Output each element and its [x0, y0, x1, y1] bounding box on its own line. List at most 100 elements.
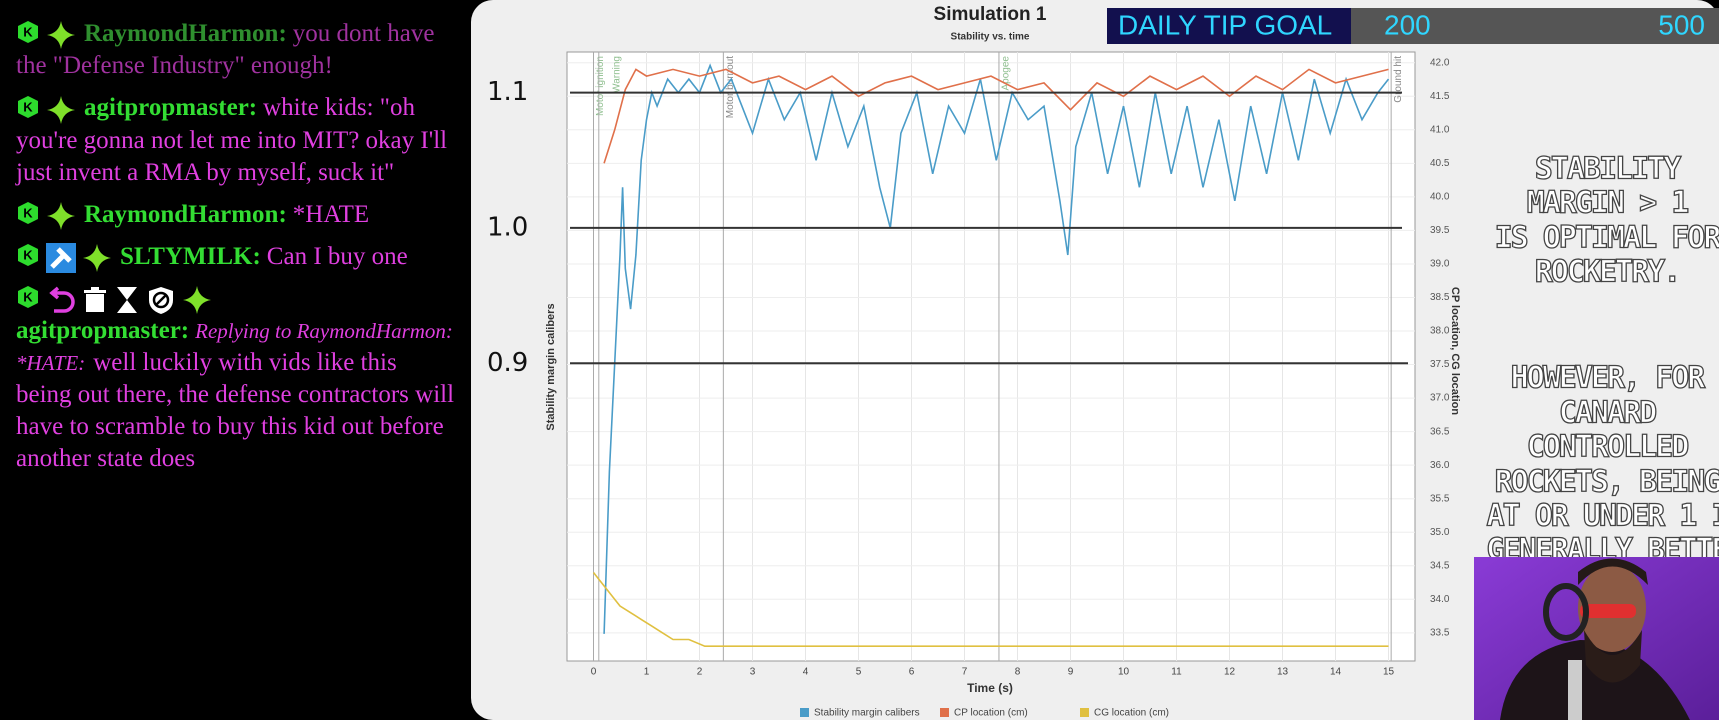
tip-goal-current: 200 [1384, 9, 1431, 40]
chat-message: K RaymondHarmon: *HATE [16, 199, 456, 231]
chart-subtitle: Stability vs. time [951, 32, 1030, 43]
username: agitpropmaster: [84, 94, 258, 122]
x-tick-label: 15 [1383, 667, 1395, 678]
badge-icon [47, 95, 75, 124]
y2-tick-label: 37.0 [1430, 393, 1450, 404]
badge-part [18, 244, 38, 267]
badge-part [152, 292, 170, 309]
event-label: Motor ignition [595, 56, 606, 116]
badge-icon: K [18, 244, 38, 267]
message-text: Can I buy one [266, 242, 408, 270]
message-text: white kids: "oh you're gonna not let me … [16, 94, 448, 186]
x-tick-label: 12 [1224, 667, 1236, 678]
chat-message: K RaymondHarmon: you dont have the "Defens… [16, 18, 456, 82]
x-tick-label: 0 [591, 667, 597, 678]
tip-goal-label: DAILY TIP GOAL [1118, 9, 1332, 40]
badge-icon [149, 287, 173, 315]
badges: K [16, 285, 212, 315]
y2-tick-label: 38.0 [1430, 326, 1450, 337]
chart-title: Simulation 1 [934, 4, 1047, 25]
badge-part [50, 247, 72, 269]
webcam [1474, 557, 1719, 720]
badge-icon: K [18, 21, 38, 44]
legend-label: CP location (cm) [954, 708, 1028, 719]
badge-part [47, 95, 75, 124]
badge-icon [117, 287, 137, 314]
x-tick-label: 10 [1118, 667, 1130, 678]
overlay-line: CONTROLLED [1527, 430, 1689, 465]
username: RaymondHarmon: [84, 200, 287, 228]
series-line [603, 68, 1389, 164]
badge-part [117, 287, 137, 314]
series-line [592, 572, 1389, 647]
badge-part [91, 287, 99, 291]
overlay-line: CANARD [1559, 396, 1656, 431]
y2-tick-label: 34.5 [1430, 560, 1450, 571]
y2-tick-label: 40.5 [1430, 158, 1450, 169]
badge-part [47, 21, 75, 50]
plot-area [566, 51, 1416, 662]
badges: K [16, 201, 76, 231]
overlay-line: HOWEVER, FOR [1511, 361, 1707, 396]
overlay-line: MARGIN > 1 [1527, 186, 1689, 221]
x-tick-label: 11 [1171, 667, 1182, 678]
badge-part [49, 286, 75, 314]
event-label: Motor burnout [725, 56, 736, 118]
badge-icon [46, 243, 76, 274]
legend-swatch [800, 708, 809, 717]
overlay-line: ROCKETS, BEING [1495, 465, 1719, 500]
badge-part: K [23, 248, 33, 263]
badge-icon [83, 244, 111, 273]
badge-part: K [23, 99, 33, 114]
badge-part [155, 294, 167, 307]
reply-context: Replying to RaymondHarmon: *HATE: [16, 319, 453, 376]
x-axis-label: Time (s) [967, 681, 1013, 695]
legend-swatch [1080, 708, 1089, 717]
badge-icon: K [18, 95, 38, 118]
y-axis-label: Stability margin calibers [545, 303, 557, 430]
badge-icon: K [18, 286, 38, 309]
username: SLTYMILK: [120, 242, 261, 270]
reference-label: 0.9 [487, 348, 528, 378]
badge-part [86, 294, 104, 313]
tip-goal-label-box [1107, 8, 1351, 44]
y2-tick-label: 41.5 [1430, 91, 1450, 102]
x-tick-label: 6 [909, 667, 915, 678]
y2-tick-label: 33.5 [1430, 627, 1450, 638]
y2-axis-label: CP location, CG location [1449, 287, 1461, 415]
x-tick-label: 14 [1330, 667, 1342, 678]
x-tick-label: 13 [1277, 667, 1289, 678]
reference-label: 1.0 [487, 212, 528, 242]
badge-icon [49, 286, 75, 314]
y2-tick-label: 35.5 [1430, 493, 1450, 504]
y2-tick-label: 42.0 [1430, 57, 1450, 68]
badges: K [16, 243, 112, 274]
badge-icon [84, 287, 106, 313]
username: RaymondHarmon: [84, 20, 287, 47]
badge-icon: K [18, 201, 38, 224]
y2-tick-label: 37.5 [1430, 359, 1450, 370]
badge-icon [183, 286, 211, 315]
y2-tick-label: 34.0 [1430, 594, 1450, 605]
username: agitpropmaster: [16, 317, 190, 345]
badge-part [18, 21, 38, 44]
legend-label: CG location (cm) [1094, 708, 1169, 719]
badge-part [18, 95, 38, 118]
x-tick-label: 7 [962, 667, 968, 678]
message-text: you dont have the "Defense Industry" eno… [16, 20, 435, 80]
badge-part [18, 201, 38, 224]
badge-part [18, 286, 38, 309]
badge-icon [47, 21, 75, 50]
message-text: *HATE [292, 200, 370, 228]
badge-part [83, 244, 111, 273]
y2-tick-label: 39.0 [1430, 259, 1450, 270]
badge-icon [47, 201, 75, 230]
x-tick-label: 9 [1068, 667, 1074, 678]
event-label: Apogee [1001, 56, 1012, 91]
badge-part: K [23, 25, 33, 40]
